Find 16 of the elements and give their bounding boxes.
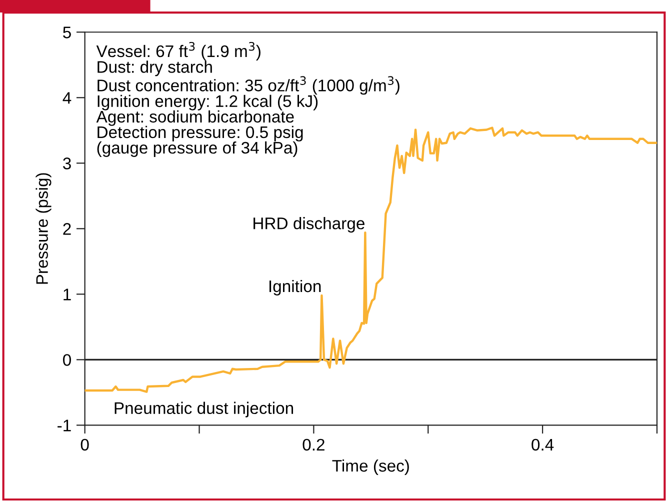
annotation: Ignition: [270, 280, 321, 296]
text: Vessel: 67 ft$^{3}$ (1.9 m$^{3}$) Dust: dry starch Dust concentration: 35 oz/ft$^{3}$ (1000 g/m$^{3}$) Ignition energy: 1.2 kcal (5 kJ) Agent: sodium bicarbonate Detection pressure: 0.5 psig (gauge pressure of 34 kPa): [96, 42, 400, 157]
x-tick-label: 0.4: [532, 438, 554, 451]
y-tick-label: 3: [63, 158, 71, 170]
y-tick-label: 1: [64, 288, 71, 300]
x-tick-label: 0.2: [302, 438, 324, 451]
annotation: HRD discharge: [254, 217, 364, 233]
y-axis-title: Pressure (psig): [36, 173, 52, 284]
y-tick-label: 5: [63, 26, 71, 38]
y-tick-label: 4: [62, 92, 72, 104]
x-tick-label: 0: [80, 438, 89, 451]
y-tick-label: -1: [58, 420, 71, 432]
y-tick-label: 2: [63, 223, 71, 235]
x-axis-title: Time (sec): [332, 459, 409, 476]
y-tick-label: 0: [63, 354, 71, 366]
annotation: Pneumatic dust injection: [114, 402, 294, 418]
